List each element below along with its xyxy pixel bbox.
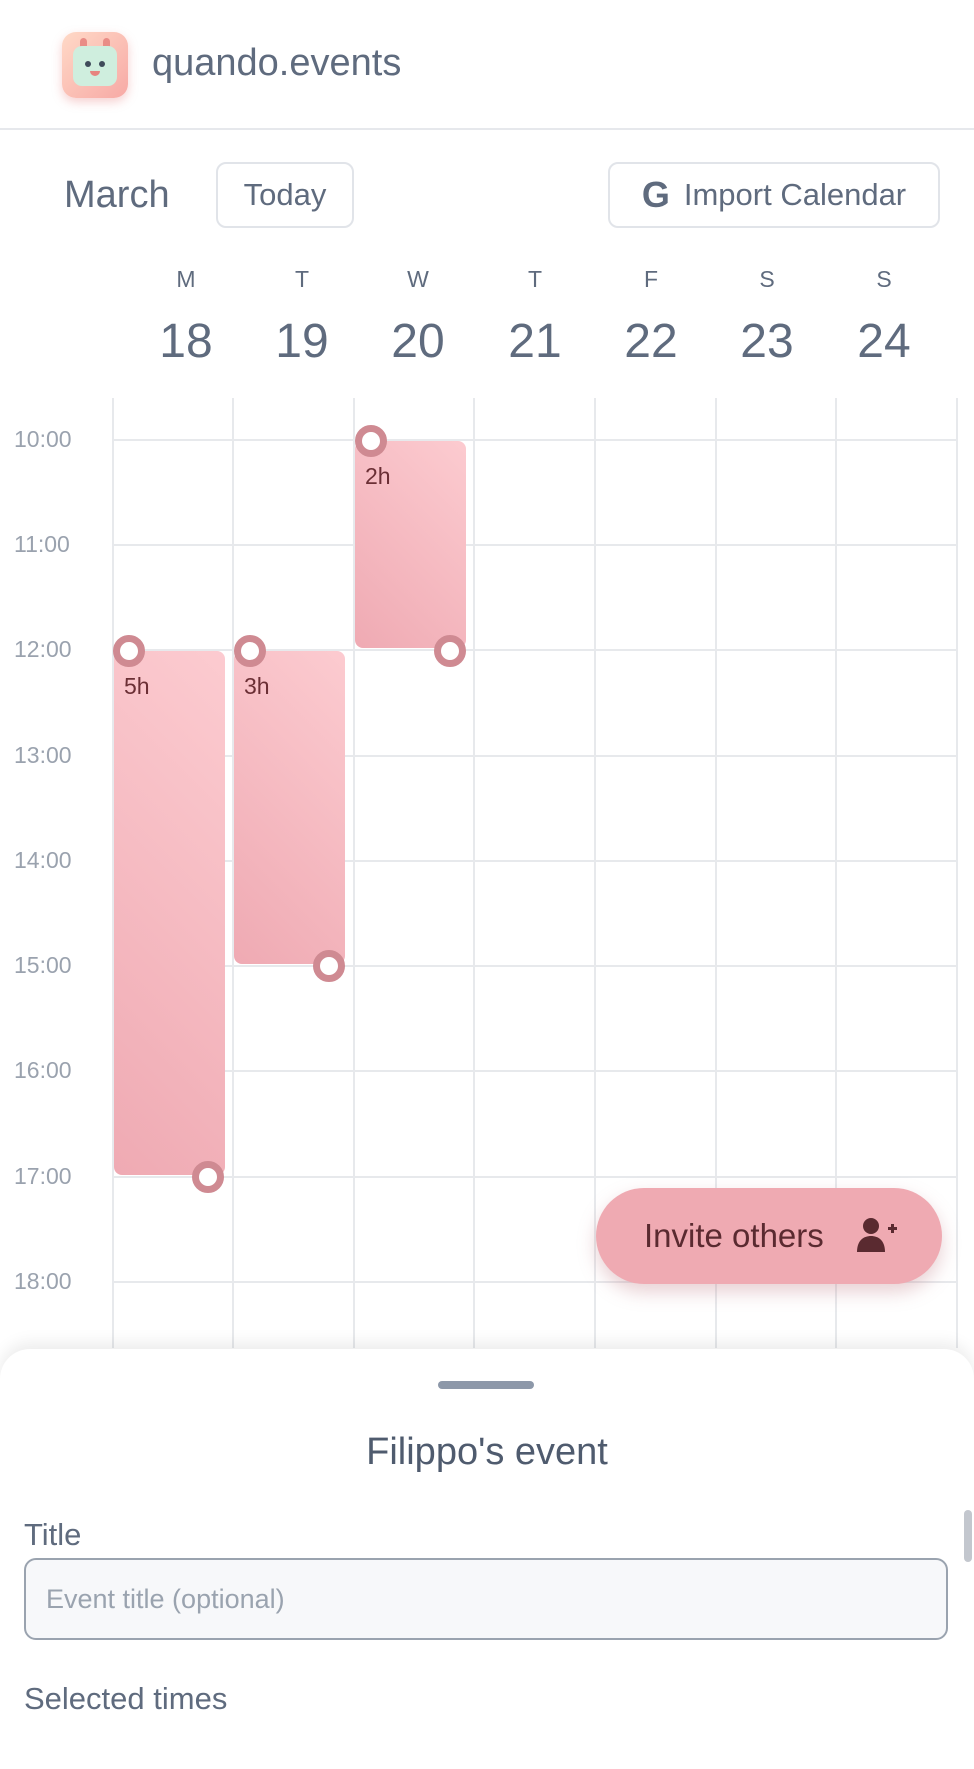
selection-duration: 3h	[244, 673, 270, 699]
weekday-label: T	[527, 266, 543, 292]
time-label: 10:00	[14, 426, 72, 452]
day-number[interactable]: 24	[857, 315, 911, 368]
time-label: 11:00	[14, 531, 70, 557]
add-user-icon	[857, 1218, 897, 1252]
selected-times-label: Selected times	[24, 1681, 228, 1716]
selection-end-handle[interactable]	[192, 1161, 224, 1193]
selection-start-handle[interactable]	[113, 635, 145, 667]
scrollbar-thumb[interactable]	[964, 1510, 972, 1562]
hour-line	[112, 1281, 958, 1283]
time-label: 18:00	[14, 1268, 72, 1294]
weekday-label: M	[176, 266, 196, 292]
sheet-drag-handle[interactable]	[438, 1381, 534, 1389]
time-grid[interactable]: 10:00 11:00 12:00 13:00 14:00 15:00 16:0…	[0, 398, 974, 1348]
day-column-divider	[232, 398, 234, 1348]
time-label: 14:00	[14, 847, 72, 873]
time-label: 16:00	[14, 1057, 72, 1083]
selection-duration: 2h	[365, 463, 391, 489]
day-column-divider	[715, 398, 717, 1348]
hour-line	[112, 544, 958, 546]
selection-start-handle[interactable]	[234, 635, 266, 667]
selection-end-handle[interactable]	[434, 635, 466, 667]
import-calendar-label: Import Calendar	[683, 177, 907, 212]
calendar-ring-icon	[80, 38, 87, 50]
google-g-icon: G	[641, 174, 670, 215]
mascot-face	[73, 46, 117, 86]
day-column-divider	[835, 398, 837, 1348]
day-column-divider	[473, 398, 475, 1348]
mascot-mouth	[90, 71, 100, 76]
import-calendar-button[interactable]: G Import Calendar	[608, 162, 940, 228]
hour-line	[112, 860, 958, 862]
time-selection[interactable]: 2h	[355, 441, 466, 648]
weekday-label: S	[876, 266, 892, 292]
month-label: March	[64, 174, 170, 216]
time-label: 17:00	[14, 1163, 72, 1189]
event-bottom-sheet: Filippo's event Title Selected times	[0, 1349, 974, 1769]
day-number[interactable]: 20	[391, 315, 445, 368]
hour-line	[112, 965, 958, 967]
day-number[interactable]: 21	[508, 315, 562, 368]
hour-line	[112, 1070, 958, 1072]
time-selection[interactable]: 3h	[234, 651, 345, 964]
day-number[interactable]: 22	[624, 315, 678, 368]
hour-line	[112, 1176, 958, 1178]
invite-others-label: Invite others	[644, 1217, 824, 1254]
calendar-ring-icon	[103, 38, 110, 50]
day-column-divider	[956, 398, 958, 1348]
day-number[interactable]: 19	[275, 315, 329, 368]
hour-line	[112, 439, 958, 441]
hour-line	[112, 755, 958, 757]
weekday-label: S	[759, 266, 775, 292]
selection-duration: 5h	[124, 673, 150, 699]
weekday-label: F	[643, 266, 659, 292]
mascot-eye	[99, 61, 105, 67]
time-selection[interactable]: 5h	[114, 651, 225, 1175]
selection-end-handle[interactable]	[313, 950, 345, 982]
hour-line	[112, 649, 958, 651]
time-label: 12:00	[14, 636, 72, 662]
event-name-heading: Filippo's event	[366, 1431, 608, 1473]
day-column-divider	[112, 398, 114, 1348]
weekday-label: T	[294, 266, 310, 292]
day-column-divider	[594, 398, 596, 1348]
today-button[interactable]: Today	[216, 162, 354, 228]
weekday-label: W	[407, 266, 429, 292]
title-field-label: Title	[24, 1517, 82, 1552]
app-header: quando.events	[0, 0, 974, 130]
time-label: 15:00	[14, 952, 72, 978]
calendar-mascot-icon[interactable]	[62, 32, 128, 98]
brand-name[interactable]: quando.events	[152, 42, 402, 84]
selection-start-handle[interactable]	[355, 425, 387, 457]
event-title-input[interactable]	[24, 1558, 948, 1640]
day-number[interactable]: 18	[159, 315, 213, 368]
invite-others-button[interactable]: Invite others	[596, 1188, 942, 1284]
day-number[interactable]: 23	[740, 315, 794, 368]
time-label: 13:00	[14, 742, 72, 768]
mascot-eye	[85, 61, 91, 67]
day-column-divider	[353, 398, 355, 1348]
